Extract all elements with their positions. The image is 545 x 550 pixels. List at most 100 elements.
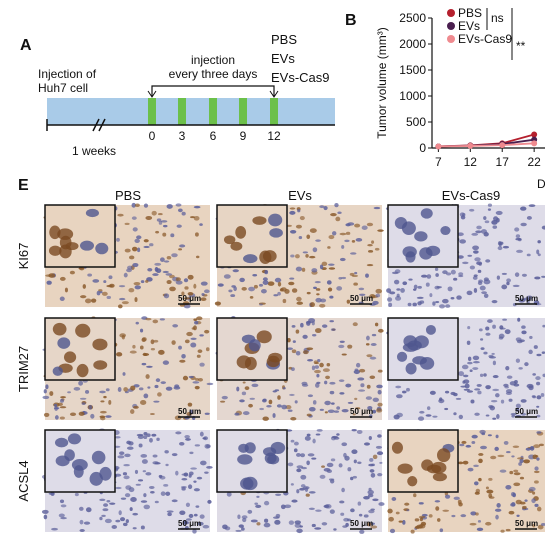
nucleus	[469, 208, 475, 212]
nucleus	[132, 227, 138, 232]
nucleus	[145, 215, 153, 220]
nucleus	[145, 365, 153, 368]
nucleus	[259, 407, 264, 411]
nucleus	[300, 474, 307, 480]
nucleus	[358, 389, 366, 392]
nucleus	[378, 328, 384, 333]
nucleus	[193, 205, 201, 209]
nucleus	[513, 472, 521, 476]
nucleus	[361, 225, 368, 230]
nucleus	[495, 393, 500, 398]
group-label: EVs	[271, 51, 295, 66]
nucleus	[226, 491, 232, 497]
inset-nucleus	[437, 448, 451, 463]
nucleus	[199, 514, 205, 519]
micrograph: 50 μm	[215, 315, 384, 421]
day-label: 12	[267, 129, 281, 143]
nucleus	[302, 251, 308, 254]
nucleus	[369, 356, 377, 360]
nucleus	[247, 509, 253, 514]
nucleus	[375, 288, 382, 294]
nucleus	[537, 240, 541, 244]
nucleus	[263, 500, 270, 506]
nucleus	[178, 345, 182, 350]
nucleus	[414, 518, 420, 522]
nucleus	[297, 209, 301, 213]
nucleus	[201, 293, 205, 296]
nucleus	[466, 340, 471, 345]
inset-nucleus	[402, 246, 417, 258]
nucleus	[542, 324, 545, 328]
inset-nucleus	[259, 250, 272, 264]
nucleus	[296, 296, 302, 302]
nucleus	[109, 502, 116, 505]
nucleus	[125, 519, 129, 524]
nucleus	[192, 529, 197, 534]
nucleus	[193, 480, 197, 483]
nucleus	[60, 517, 67, 520]
nucleus	[386, 288, 392, 293]
nucleus	[467, 361, 473, 365]
nucleus	[458, 371, 465, 377]
nucleus	[461, 364, 469, 370]
nucleus	[194, 385, 200, 390]
nucleus	[347, 401, 354, 404]
nucleus	[515, 237, 522, 241]
nucleus	[292, 340, 296, 344]
nucleus	[350, 476, 354, 481]
inset-nucleus	[79, 240, 95, 251]
nucleus	[289, 393, 295, 396]
inset-nucleus	[396, 351, 408, 362]
nucleus	[334, 203, 339, 208]
nucleus	[295, 329, 300, 334]
nucleus	[499, 469, 507, 473]
nucleus	[177, 208, 183, 213]
nucleus	[306, 291, 311, 295]
nucleus	[404, 502, 410, 506]
nucleus	[336, 286, 343, 291]
nucleus	[329, 320, 334, 323]
nucleus	[307, 453, 315, 457]
nucleus	[474, 388, 481, 391]
nucleus	[288, 281, 295, 286]
nucleus	[483, 373, 487, 377]
nucleus	[359, 293, 366, 296]
nucleus	[311, 365, 316, 371]
inset-nucleus	[52, 366, 63, 376]
nucleus	[41, 509, 49, 514]
nucleus	[312, 438, 316, 444]
inset-nucleus	[268, 213, 283, 227]
nucleus	[533, 444, 541, 449]
nucleus	[156, 437, 160, 441]
inset-nucleus	[425, 245, 441, 256]
nucleus	[376, 384, 383, 389]
nucleus	[42, 395, 50, 400]
nucleus	[151, 433, 157, 437]
nucleus	[197, 521, 204, 526]
nucleus	[512, 284, 520, 288]
nucleus	[92, 279, 100, 283]
nucleus	[485, 332, 491, 336]
nucleus	[64, 287, 68, 293]
nucleus	[291, 288, 298, 293]
nucleus	[200, 281, 208, 286]
nucleus	[249, 397, 255, 400]
nucleus	[508, 398, 513, 402]
nucleus	[339, 340, 345, 343]
nucleus	[388, 302, 393, 308]
nucleus	[467, 467, 474, 472]
nucleus	[190, 467, 197, 470]
nucleus	[315, 433, 321, 436]
nucleus	[143, 203, 149, 208]
nucleus	[98, 289, 103, 292]
nucleus	[200, 297, 207, 302]
nucleus	[291, 367, 295, 372]
nucleus	[533, 345, 538, 349]
nucleus	[326, 462, 334, 468]
nucleus	[417, 285, 422, 289]
nucleus	[505, 365, 510, 371]
nucleus	[491, 352, 495, 355]
nucleus	[82, 284, 87, 289]
nucleus	[307, 394, 314, 398]
nucleus	[49, 391, 54, 396]
